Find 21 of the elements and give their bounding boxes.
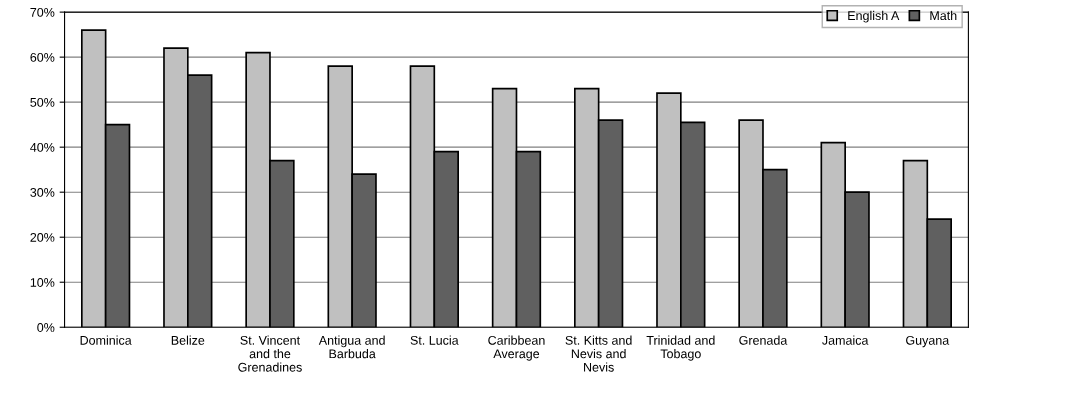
x-tick-label: Caribbean Average	[488, 335, 545, 361]
y-tick-label: 60%	[30, 52, 55, 62]
y-tick-label: 10%	[30, 278, 55, 287]
x-tick-label: Trinidad and Tobago	[646, 335, 715, 361]
y-tick-label: 50%	[30, 97, 55, 107]
y-tick-label: 0%	[37, 323, 55, 332]
x-tick-label: Jamaica	[822, 335, 869, 345]
x-tick-label: St. Lucia	[410, 335, 459, 345]
x-tick-label: Belize	[171, 335, 205, 345]
y-tick-label: 70%	[30, 7, 55, 17]
legend-label: English A	[848, 10, 900, 23]
x-tick-label: Guyana	[906, 335, 950, 348]
x-tick-label: St. Kitts and Nevis and Nevis	[565, 335, 632, 372]
x-tick-label: St. Vincent and the Grenadines	[238, 335, 302, 372]
x-tick-label: Dominica	[80, 335, 132, 345]
y-tick-label: 30%	[30, 187, 55, 197]
legend-label: Math	[930, 10, 957, 21]
y-tick-label: 20%	[30, 233, 55, 242]
x-tick-label: Grenada	[739, 335, 788, 345]
x-tick-label: Antigua and Barbuda	[318, 335, 385, 359]
y-tick-label: 40%	[30, 142, 55, 152]
